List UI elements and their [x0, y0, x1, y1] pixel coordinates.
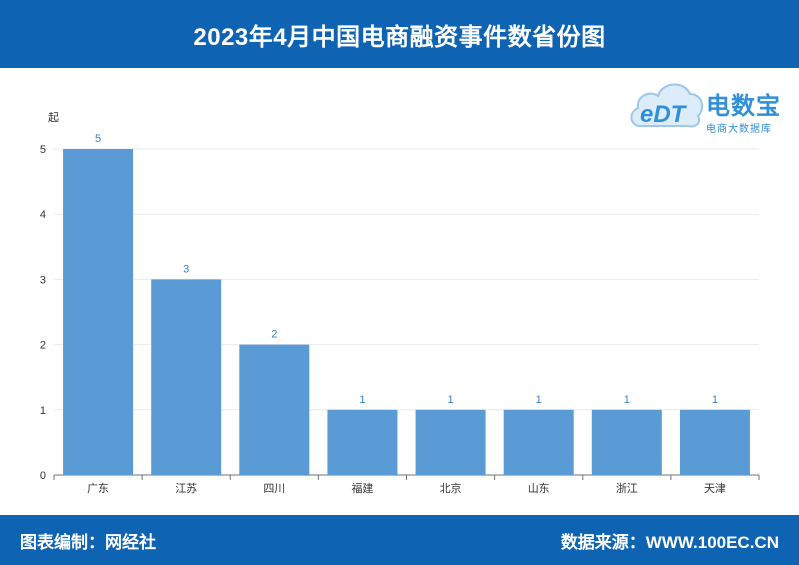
bar	[327, 409, 398, 475]
bar	[239, 344, 310, 475]
logo-mark: eDT	[640, 101, 688, 128]
x-tick-label: 天津	[704, 482, 726, 495]
labels: 0 1 2 3 4 5 5 广东 3 江苏 2 四川 1 福建 1 北京 1 山东 1 浙江 1 天津	[40, 133, 726, 495]
data-label: 1	[448, 394, 454, 406]
x-tick-label: 广东	[87, 482, 109, 495]
logo-name: 电数宝	[706, 93, 781, 120]
x-tick-label: 浙江	[616, 482, 638, 495]
footer-editor: 图表编制：网经社	[20, 532, 156, 552]
data-label: 1	[536, 394, 542, 406]
cloud-logo-icon: eDT	[630, 83, 704, 128]
y-axis-unit-label: 起	[48, 111, 59, 124]
x-tick-label: 福建	[351, 481, 373, 495]
y-tick-label: 3	[40, 274, 46, 286]
footer-bar: 图表编制：网经社 数据来源：WWW.100EC.CN	[0, 515, 799, 565]
data-label: 3	[183, 263, 189, 275]
chart-title: 2023年4月中国电商融资事件数省份图	[193, 23, 606, 51]
bar	[679, 409, 750, 475]
axis	[53, 474, 760, 480]
y-tick-label: 0	[40, 470, 46, 482]
x-tick-label: 北京	[440, 481, 462, 495]
data-label: 2	[271, 329, 277, 341]
bar	[415, 409, 486, 475]
data-label: 1	[712, 394, 718, 406]
bar	[591, 409, 662, 475]
bar	[151, 279, 222, 475]
y-tick-label: 5	[40, 144, 46, 156]
x-tick-label: 江苏	[175, 482, 197, 495]
bar	[503, 409, 574, 475]
y-tick-label: 2	[40, 340, 46, 352]
bars	[63, 149, 750, 475]
y-tick-label: 4	[40, 209, 46, 221]
x-tick-label: 四川	[263, 483, 285, 495]
data-label: 1	[359, 394, 365, 406]
data-label: 1	[624, 394, 630, 406]
header-bar: 2023年4月中国电商融资事件数省份图	[0, 0, 799, 68]
edt-logo: eDT 电数宝 电商大数据库	[628, 72, 793, 136]
y-tick-label: 1	[40, 405, 46, 417]
logo-tagline: 电商大数据库	[706, 124, 772, 135]
footer-source: 数据来源：WWW.100EC.CN	[560, 532, 779, 552]
data-label: 5	[95, 133, 101, 145]
bar	[63, 149, 134, 475]
x-tick-label: 山东	[528, 482, 550, 495]
